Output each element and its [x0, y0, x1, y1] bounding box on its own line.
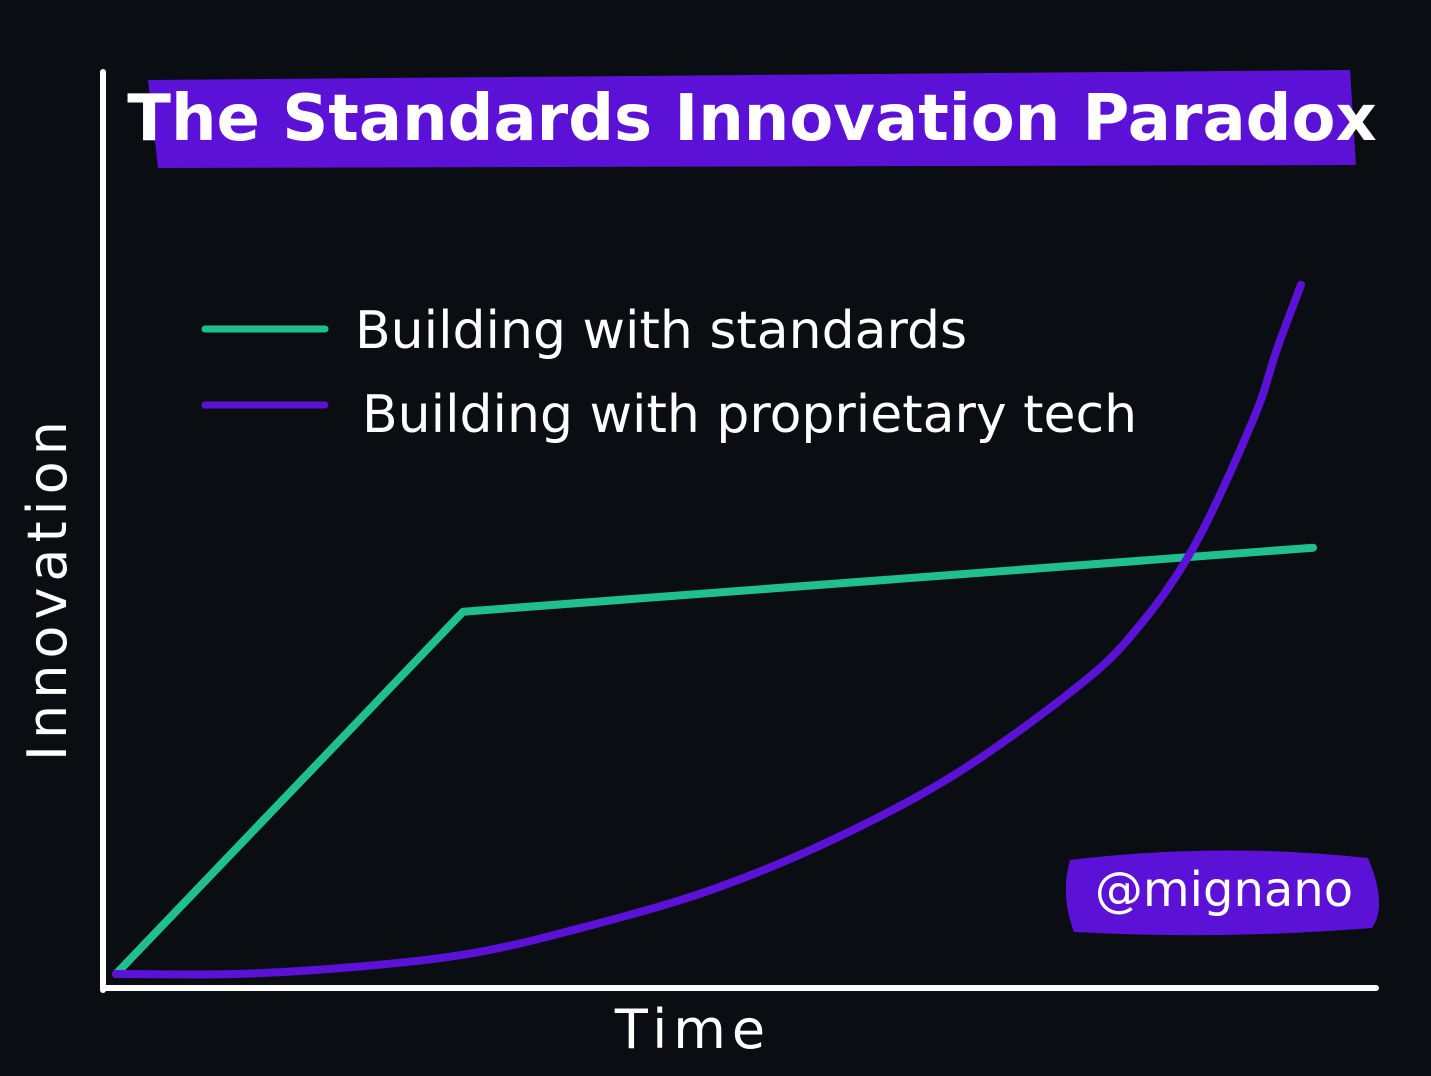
series-layer [112, 280, 1317, 979]
y-axis-label: Innovation [16, 415, 79, 761]
series-line-proprietary [112, 280, 1305, 979]
credit-badge [1065, 850, 1380, 936]
title-banner [148, 70, 1356, 168]
legend-label-proprietary: Building with proprietary tech [362, 385, 1137, 445]
legend-label-standards: Building with standards [355, 301, 967, 361]
chart-title: The Standards Innovation Paradox [127, 82, 1376, 156]
credit-text: @mignano [1095, 862, 1353, 918]
series-line-standards [112, 543, 1317, 978]
x-axis-label: Time [614, 998, 771, 1061]
